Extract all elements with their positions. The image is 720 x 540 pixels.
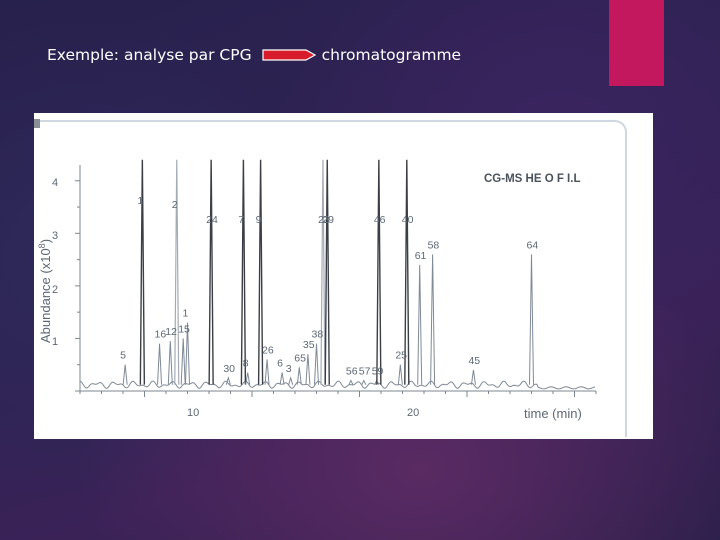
peak-label: 1 — [137, 195, 143, 207]
peak-label: 30 — [223, 363, 235, 375]
peak-label: 59 — [372, 365, 384, 377]
peak-12 — [167, 341, 173, 385]
peak-1 — [185, 322, 190, 385]
peak-2 — [174, 159, 180, 385]
slide-title: Exemple: analyse par CPG chromatogramme — [47, 44, 461, 66]
peak-61 — [417, 264, 423, 385]
title-left: Exemple: analyse par CPG — [47, 46, 252, 64]
frame-corner — [34, 119, 40, 128]
x-axis-label: time (min) — [524, 406, 582, 421]
peak-label: 6 — [277, 358, 283, 370]
peak-label: 12 — [165, 326, 177, 338]
peak-label: 35 — [303, 339, 315, 351]
peak-24 — [208, 159, 214, 385]
peak-label: 58 — [428, 239, 440, 251]
peak-label: 26 — [262, 344, 274, 356]
peak-label: 2 — [172, 199, 178, 211]
peak-58 — [430, 254, 436, 385]
peak-7 — [240, 159, 247, 385]
x-tick-label: 10 — [187, 407, 199, 419]
arrow-right-icon — [262, 49, 316, 61]
peak-65 — [296, 367, 302, 385]
peak-label: 7 — [238, 214, 244, 226]
peak-label: 3 — [286, 363, 292, 375]
peak-label: 16 — [155, 329, 167, 341]
peak-label: 29 — [322, 214, 334, 226]
peak-8 — [245, 372, 251, 385]
peak-23 — [320, 159, 326, 385]
peak-57 — [361, 379, 367, 385]
peak-5 — [122, 364, 128, 385]
peak-label: 9 — [256, 214, 262, 226]
peak-label: 56 — [346, 365, 358, 377]
peak-15 — [180, 338, 186, 385]
x-tick-label: 20 — [407, 407, 419, 419]
peak-3 — [288, 376, 294, 385]
peak-label: 1 — [183, 308, 189, 320]
peak-35 — [305, 354, 311, 385]
peak-45 — [470, 369, 476, 385]
peak-9 — [257, 159, 264, 385]
peak-26 — [264, 359, 270, 385]
peak-label: 45 — [468, 355, 480, 367]
peak-6 — [279, 372, 285, 385]
peak-label: 25 — [395, 350, 407, 362]
peak-label: 57 — [359, 365, 371, 377]
peak-label: 8 — [243, 358, 249, 370]
peak-label: 64 — [527, 239, 539, 251]
peak-40 — [404, 159, 410, 385]
peak-label: 38 — [312, 329, 324, 341]
accent-bar — [609, 0, 664, 86]
peak-29 — [324, 159, 330, 385]
peak-label: 24 — [206, 214, 218, 226]
chromatogram-chart: 5 1 2 16 12 15 1 24 30 7 8 9 26 6 3 65 35 38 23 29 56 57 59 46 2… — [34, 113, 653, 439]
peak-label: 23 — [318, 214, 330, 226]
peak-16 — [157, 343, 163, 385]
y-tick-label: 1 — [52, 336, 58, 348]
peak-label: 5 — [120, 350, 126, 362]
peak-label: 15 — [178, 323, 190, 335]
peak-label: 65 — [294, 352, 306, 364]
y-tick-label: 3 — [52, 230, 58, 242]
peak-label: 61 — [415, 250, 427, 262]
y-tick-label: 2 — [52, 284, 58, 296]
peak-1 — [139, 159, 146, 385]
chart-legend: CG-MS HE O F I.L — [484, 173, 580, 185]
peak-56 — [348, 379, 354, 385]
peak-label: 40 — [402, 214, 414, 226]
peak-30 — [225, 376, 231, 385]
peak-25 — [397, 364, 403, 385]
title-right: chromatogramme — [321, 46, 462, 64]
chromatogram-trace — [79, 380, 596, 390]
peak-label: 46 — [374, 214, 386, 226]
peak-64 — [529, 254, 534, 385]
y-axis-label: Abundance (x108) — [37, 239, 53, 343]
chart-frame — [36, 120, 627, 437]
peak-46 — [376, 159, 382, 385]
y-tick-label: 4 — [52, 177, 58, 189]
peak-38 — [314, 343, 319, 385]
